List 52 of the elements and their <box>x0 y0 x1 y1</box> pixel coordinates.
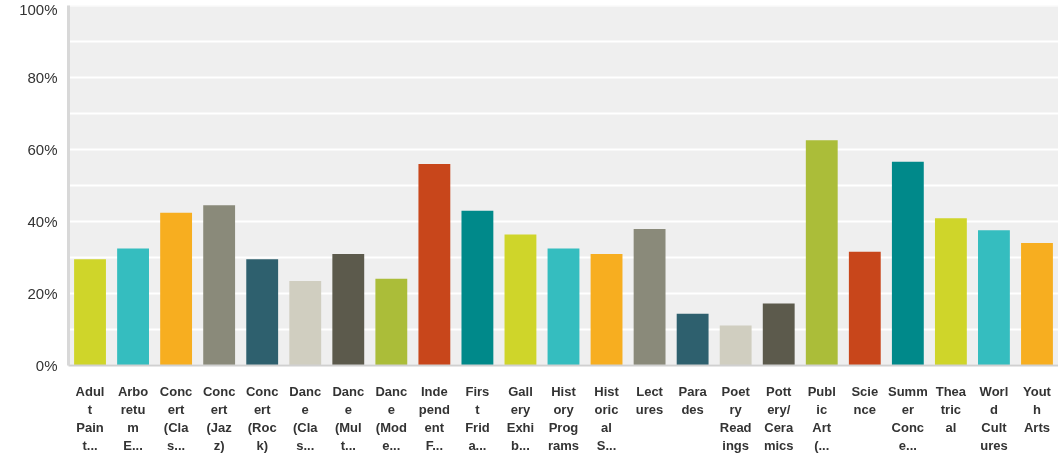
bar <box>1021 243 1053 366</box>
bar <box>805 140 838 366</box>
bar <box>504 234 537 366</box>
bar <box>246 259 279 366</box>
bar <box>590 253 623 366</box>
y-tick-label: 40% <box>27 213 58 230</box>
bar <box>74 259 106 366</box>
bar <box>978 230 1010 366</box>
bar <box>461 210 494 366</box>
x-tick-label: Inde pend ent F... <box>418 383 450 453</box>
x-tick-label: Danc e (Mul t... <box>332 383 365 453</box>
x-tick-label: Danc e (Mod e... <box>375 383 408 453</box>
bar <box>289 280 322 366</box>
bar <box>117 248 149 366</box>
x-tick-label: Worl d Cult ures <box>979 383 1009 453</box>
y-tick-label: 80% <box>27 69 58 86</box>
x-tick-label: Publ ic Art (... <box>807 383 836 453</box>
bar <box>676 313 709 366</box>
bar <box>762 303 795 366</box>
bar <box>547 248 580 366</box>
x-tick-label: Conc ert (Cla s... <box>159 383 193 453</box>
x-tick-label: Thea tric al <box>935 383 967 435</box>
x-tick-label: Yout h Arts <box>1023 383 1052 435</box>
x-tick-label: Summ er Conc e... <box>887 383 928 453</box>
x-tick-label: Gall ery Exhi b... <box>506 383 535 453</box>
x-tick-label: Poet ry Read ings <box>719 383 752 453</box>
x-tick-label: Pott ery/ Cera mics <box>763 383 794 453</box>
bar <box>934 218 967 366</box>
x-tick-label: Hist ory Prog rams <box>547 383 580 453</box>
x-tick-label: Danc e (Cla s... <box>289 383 322 453</box>
bar <box>719 325 752 366</box>
bar <box>848 251 881 366</box>
y-tick-label: 60% <box>27 141 58 158</box>
bar <box>633 229 666 366</box>
bar <box>375 278 408 366</box>
x-tick-label: Para des <box>678 383 708 417</box>
bar <box>203 205 236 366</box>
bar <box>418 163 451 366</box>
x-tick-label: Conc ert (Jaz z) <box>202 383 236 453</box>
y-tick-label: 20% <box>27 285 58 302</box>
bar <box>160 212 193 366</box>
bar <box>332 253 365 366</box>
x-tick-label: Hist oric al S... <box>594 383 620 453</box>
x-tick-label: Firs t Frid a... <box>465 383 490 453</box>
y-tick-label: 100% <box>19 0 58 18</box>
x-tick-label: Adul t Pain t... <box>75 383 105 453</box>
y-tick-label: 0% <box>35 357 58 374</box>
x-tick-label: Scie nce <box>851 383 879 417</box>
x-tick-label: Arbo retu m E... <box>117 383 149 453</box>
bar <box>891 161 924 366</box>
x-tick-label: Conc ert (Roc k) <box>245 383 279 453</box>
x-tick-label: Lect ures <box>635 383 664 417</box>
